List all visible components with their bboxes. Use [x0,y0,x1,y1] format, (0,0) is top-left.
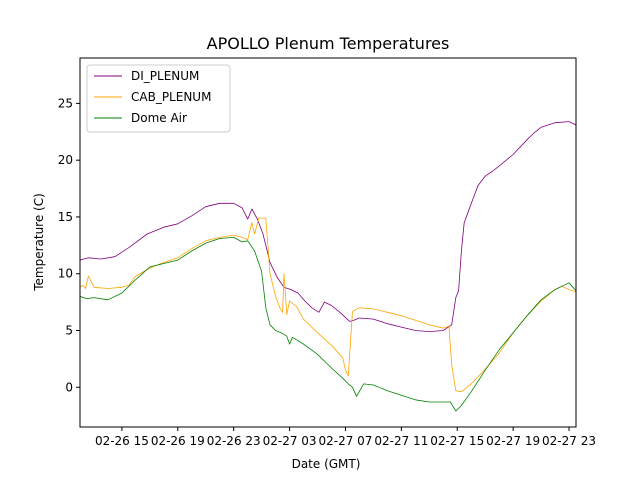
x-tick-label: 02-27 19 [486,434,540,448]
chart-title: APOLLO Plenum Temperatures [207,34,450,53]
legend-label: DI_PLENUM [131,69,199,83]
y-tick-label: 25 [58,96,73,110]
legend-box [86,64,231,133]
plot-frame [79,57,577,428]
y-axis-label: Temperature (C) [32,193,46,292]
legend-label: CAB_PLENUM [131,90,211,104]
plot-lines [80,121,576,412]
series-line-di-plenum [80,121,576,333]
y-tick-label: 15 [58,210,73,224]
series-line-cab-plenum [80,217,576,393]
x-tick-label: 02-27 03 [263,434,317,448]
y-axis-ticks: 0 5 10 15 20 25 [58,96,80,394]
x-tick-label: 02-27 23 [542,434,596,448]
series-line-dome-air [80,236,576,412]
x-axis-ticks: 02-26 15 02-26 19 02-26 23 02-27 03 02-27 07… [95,427,596,448]
legend: DI_PLENUM CAB_PLENUM Dome Air [86,64,231,133]
legend-label: Dome Air [131,111,187,125]
y-tick-label: 10 [58,267,73,281]
x-tick-label: 02-26 15 [95,434,149,448]
x-tick-label: 02-27 07 [318,434,372,448]
x-axis-label: Date (GMT) [292,457,361,471]
y-tick-label: 5 [65,323,73,337]
x-tick-label: 02-26 23 [207,434,261,448]
x-tick-label: 02-27 15 [430,434,484,448]
x-tick-label: 02-27 11 [374,434,428,448]
y-tick-label: 20 [58,153,73,167]
y-tick-label: 0 [65,380,73,394]
x-tick-label: 02-26 19 [151,434,205,448]
